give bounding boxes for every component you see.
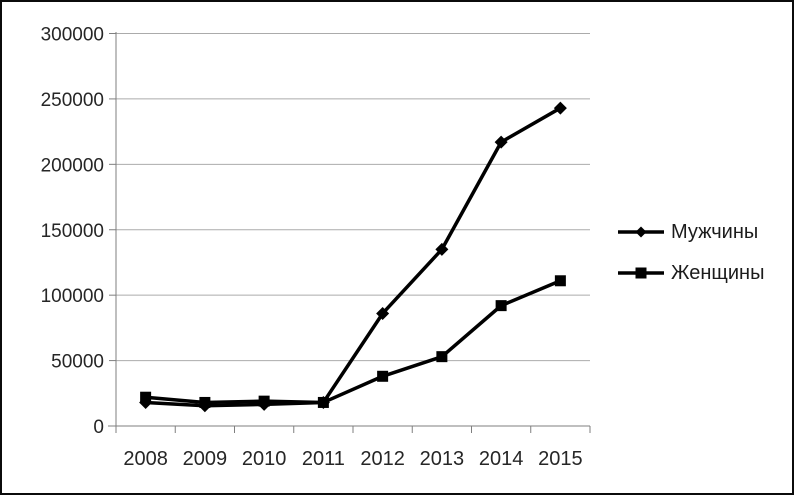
gridlines: [116, 33, 590, 362]
y-tick-label: 150000: [41, 221, 104, 242]
legend-label: Женщины: [671, 262, 765, 284]
axis-labels: 0 50000 100000 150000 200000 250000 300000 2008…: [41, 25, 583, 471]
square-marker: [258, 395, 270, 407]
series-men: [139, 101, 567, 413]
x-tick-label: 2008: [123, 448, 168, 470]
legend-marker-square: [618, 267, 664, 279]
square-marker: [199, 396, 211, 408]
y-tick-label: 50000: [51, 352, 104, 373]
x-tick-label: 2013: [420, 448, 465, 470]
x-tick-label: 2014: [479, 448, 524, 470]
diamond-marker: [494, 135, 508, 149]
square-marker: [140, 391, 152, 403]
x-tick-label: 2012: [360, 448, 405, 470]
square-marker: [317, 396, 329, 408]
y-tick-label: 200000: [41, 155, 104, 176]
square-marker: [436, 351, 448, 363]
series-line: [145, 279, 562, 405]
legend-label: Мужчины: [671, 221, 759, 243]
diamond-marker: [435, 242, 449, 256]
x-tick-label: 2009: [183, 448, 228, 470]
series-women: [140, 275, 566, 408]
x-tick-label: 2010: [242, 448, 287, 470]
y-tick-label: 0: [93, 417, 104, 438]
square-marker: [495, 300, 507, 312]
x-tick-label: 2015: [538, 448, 583, 470]
square-marker: [377, 370, 389, 382]
y-tick-label: 250000: [41, 90, 104, 111]
diamond-marker: [553, 101, 567, 115]
legend-entry: Женщины: [618, 260, 764, 286]
legend-entry: Мужчины: [618, 219, 764, 245]
square-marker: [554, 275, 566, 287]
y-tick-label: 300000: [41, 25, 104, 46]
x-tick-label: 2011: [302, 448, 345, 470]
legend: Мужчины Женщины: [618, 219, 764, 301]
axes: [108, 32, 591, 433]
legend-marker-diamond: [618, 226, 664, 238]
y-tick-label: 100000: [41, 286, 104, 307]
diamond-marker: [376, 306, 390, 320]
series-line: [145, 106, 562, 408]
